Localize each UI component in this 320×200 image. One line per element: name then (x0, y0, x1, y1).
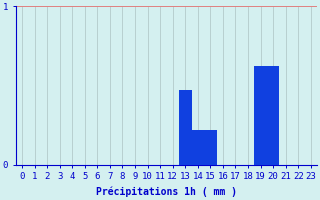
Bar (179, 90, 191, 165)
Bar (191, 130, 204, 165)
Bar (254, 66, 267, 165)
Bar (267, 66, 279, 165)
X-axis label: Précipitations 1h ( mm ): Précipitations 1h ( mm ) (96, 187, 237, 197)
Bar (204, 130, 217, 165)
